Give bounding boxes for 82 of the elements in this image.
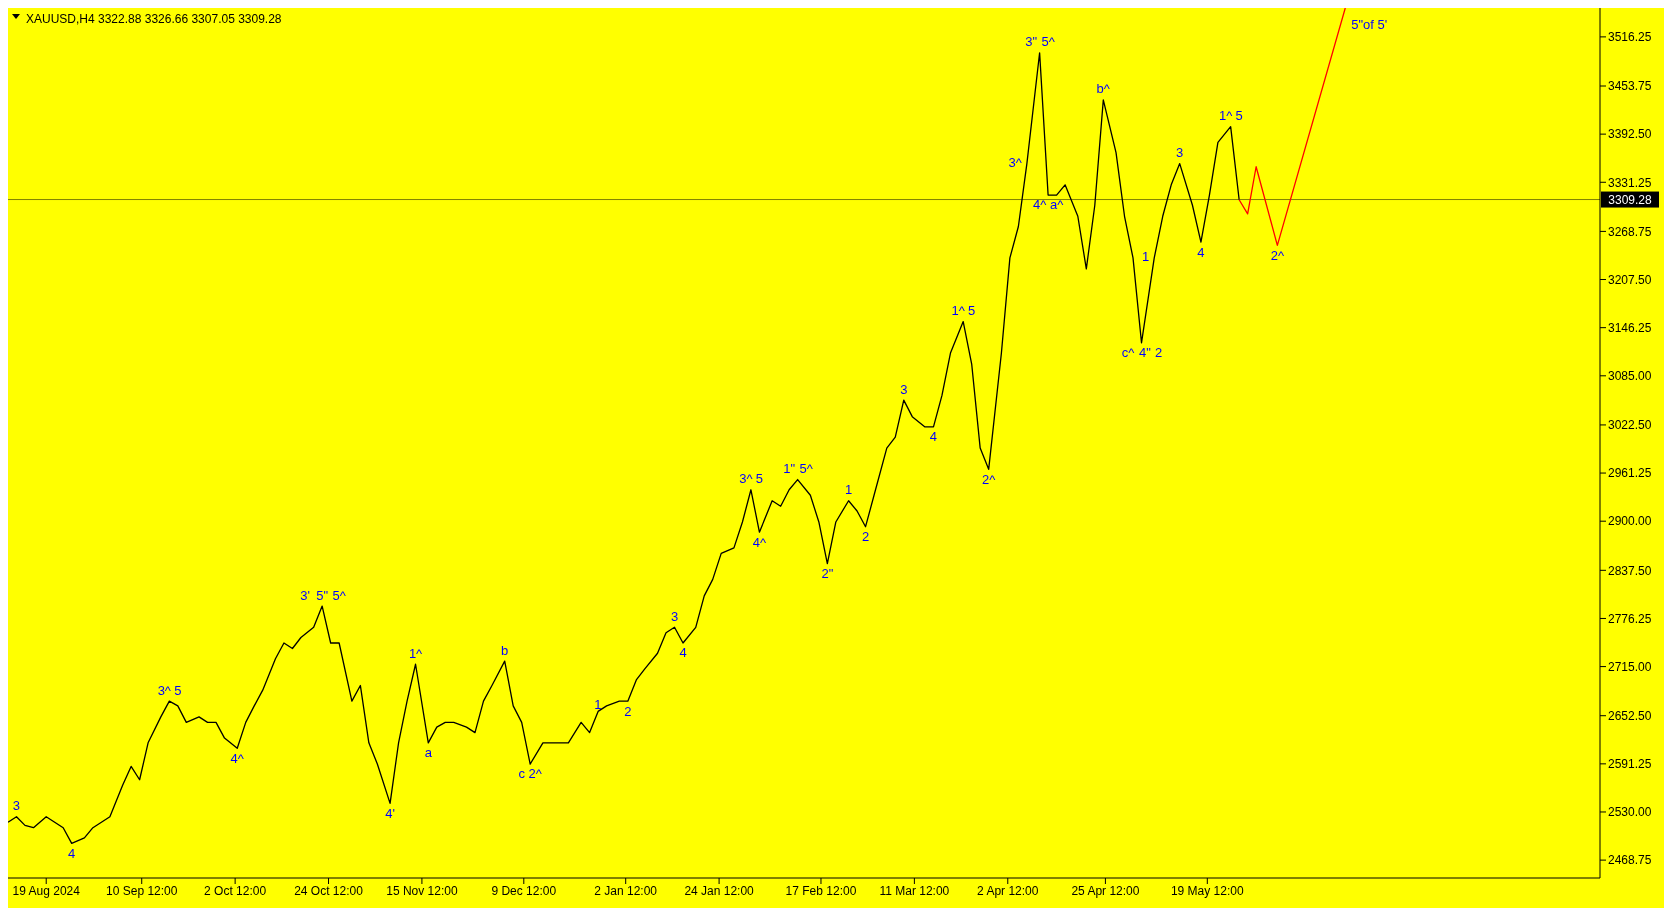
x-tick-label: 25 Apr 12:00 xyxy=(1071,883,1140,898)
y-tick-label: 3146.25 xyxy=(1608,320,1652,335)
x-tick-label: 11 Mar 12:00 xyxy=(879,883,950,898)
annotation: 2^ xyxy=(1270,247,1285,263)
y-tick-label: 2900.00 xyxy=(1608,514,1652,529)
annotation: 4^ xyxy=(230,750,245,766)
x-tick-label: 2 Oct 12:00 xyxy=(204,883,267,898)
x-tick-label: 24 Oct 12:00 xyxy=(294,883,364,898)
annotation: b xyxy=(501,642,509,658)
x-tick-label: 24 Jan 12:00 xyxy=(684,883,755,898)
y-tick-label: 3085.00 xyxy=(1608,369,1652,384)
annotation: 1" xyxy=(783,460,796,476)
x-tick-label: 19 Aug 2024 xyxy=(12,883,81,898)
annotation: 4 xyxy=(679,645,687,661)
annotation: 3" xyxy=(1025,34,1038,50)
annotation: 2^ xyxy=(982,471,997,487)
annotation: b^ xyxy=(1096,81,1111,97)
x-tick-label: 17 Feb 12:00 xyxy=(785,883,857,898)
y-tick-label: 2591.25 xyxy=(1608,757,1652,772)
annotation: 3 xyxy=(1176,145,1184,161)
chart-title: XAUUSD,H4 3322.88 3326.66 3307.05 3309.28 xyxy=(26,12,282,26)
x-tick-label: 2 Jan 12:00 xyxy=(594,883,658,898)
annotation: 4^ xyxy=(752,534,767,550)
annotation: 4^ xyxy=(1032,197,1048,213)
annotation: 3 xyxy=(670,608,679,624)
y-tick-label: 2652.50 xyxy=(1608,708,1652,723)
annotation: 2 xyxy=(1154,345,1163,361)
y-tick-label: 2961.25 xyxy=(1608,466,1652,481)
x-tick-label: 2 Apr 12:00 xyxy=(977,883,1039,898)
annotation: 5^ xyxy=(1041,34,1056,50)
y-tick-label: 3516.25 xyxy=(1608,30,1652,45)
x-tick-label: 15 Nov 12:00 xyxy=(386,883,458,898)
annotation: 5^ xyxy=(332,587,347,603)
annotation: 1^ xyxy=(1218,108,1234,124)
annotation: 1^ xyxy=(951,303,966,319)
y-tick-label: 2530.00 xyxy=(1608,805,1652,820)
annotation: 1 xyxy=(1142,249,1150,265)
annotation: c xyxy=(518,766,526,782)
annotation: 2 xyxy=(624,703,632,719)
annotation: 5 xyxy=(174,682,182,698)
annotation: 1 xyxy=(594,697,602,713)
annotation: c^ xyxy=(1121,345,1136,361)
annotation: 3^ xyxy=(1008,155,1023,171)
y-tick-label: 2715.00 xyxy=(1608,659,1652,674)
x-tick-label: 10 Sep 12:00 xyxy=(106,883,178,898)
y-tick-label: 2837.50 xyxy=(1608,563,1652,578)
annotation: 2" xyxy=(821,566,834,582)
annotation: a^ xyxy=(1049,197,1065,213)
x-tick-label: 9 Dec 12:00 xyxy=(491,883,557,898)
annotation: 5^ xyxy=(799,460,814,476)
annotation: 3^ xyxy=(157,682,172,698)
annotation: 4 xyxy=(68,845,76,861)
annotation: a xyxy=(424,745,433,761)
annotation: 5"of 5' xyxy=(1351,17,1388,33)
y-tick-label: 3207.50 xyxy=(1608,272,1652,287)
x-tick-label: 19 May 12:00 xyxy=(1170,883,1244,898)
annotation: 4 xyxy=(1197,244,1205,260)
annotation: 3 xyxy=(12,798,21,814)
y-tick-label: 3453.75 xyxy=(1608,79,1652,94)
annotation: 5 xyxy=(1235,108,1243,124)
annotation: 1 xyxy=(844,482,853,498)
annotation: 3 xyxy=(900,381,908,397)
annotation: 1^ xyxy=(408,645,424,661)
ref-line-label: 3309.28 xyxy=(1608,192,1653,207)
y-tick-label: 3392.50 xyxy=(1608,127,1652,142)
y-tick-label: 3268.75 xyxy=(1608,224,1652,239)
annotation: 2^ xyxy=(528,766,543,782)
line-series xyxy=(8,52,1240,845)
annotation: 5" xyxy=(316,587,329,603)
annotation: 2 xyxy=(861,529,870,545)
annotation: 5 xyxy=(755,471,764,487)
annotation: 4" xyxy=(1139,345,1152,361)
annotation: 3^ xyxy=(739,471,754,487)
line-series xyxy=(1238,8,1346,246)
annotation: 4 xyxy=(929,429,938,445)
annotation: 3' xyxy=(300,587,311,603)
annotation: 5 xyxy=(968,303,976,319)
y-tick-label: 2776.25 xyxy=(1608,611,1652,626)
y-tick-label: 3022.50 xyxy=(1608,418,1652,433)
y-tick-label: 2468.75 xyxy=(1608,853,1652,868)
y-tick-label: 3331.25 xyxy=(1608,175,1652,190)
annotation: 4' xyxy=(385,805,395,821)
